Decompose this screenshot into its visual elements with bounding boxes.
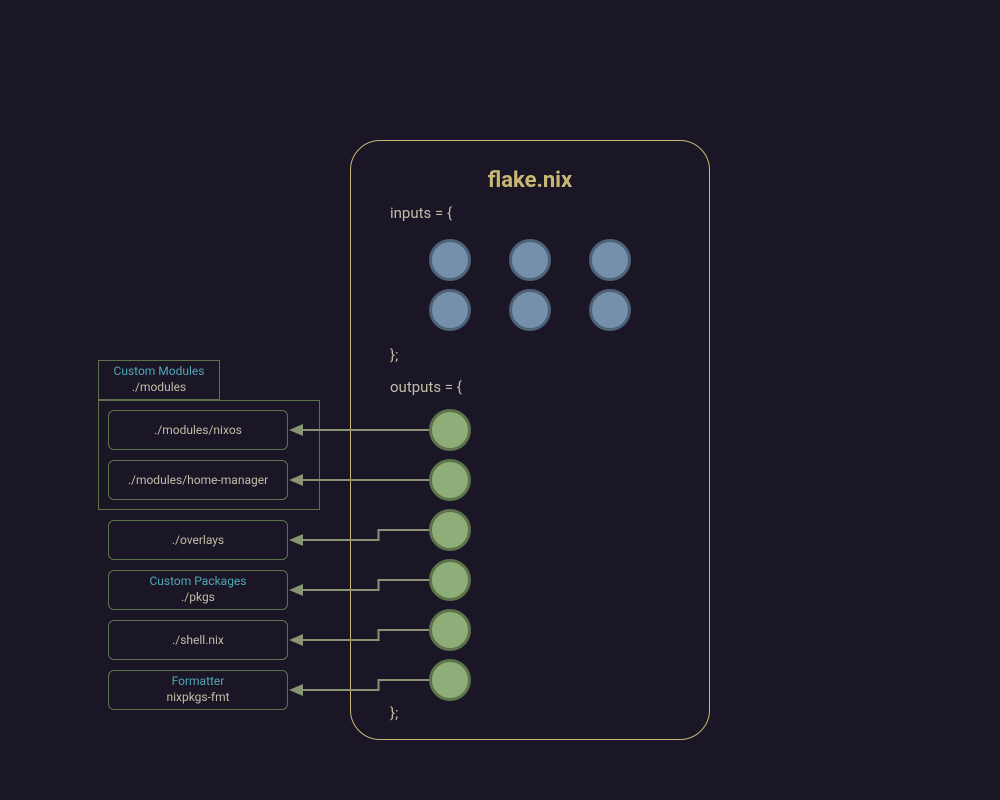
- input-node-2: [589, 239, 631, 281]
- output-node-4: [429, 609, 471, 651]
- input-node-3: [429, 289, 471, 331]
- box-formatter-title: Formatter: [172, 674, 225, 688]
- box-overlays: ./overlays: [108, 520, 288, 560]
- output-node-1: [429, 459, 471, 501]
- outputs-label: outputs = {: [390, 378, 462, 396]
- custom-modules-title: Custom Modules: [114, 364, 205, 378]
- input-node-5: [589, 289, 631, 331]
- box-modules-hm-path: ./modules/home-manager: [128, 472, 268, 489]
- output-node-0: [429, 409, 471, 451]
- box-formatter: Formatternixpkgs-fmt: [108, 670, 288, 710]
- input-node-0: [429, 239, 471, 281]
- box-shell-path: ./shell.nix: [172, 632, 224, 649]
- flake-title: flake.nix: [350, 168, 710, 193]
- box-pkgs-title: Custom Packages: [150, 574, 247, 588]
- box-modules-nixos: ./modules/nixos: [108, 410, 288, 450]
- input-node-1: [509, 239, 551, 281]
- custom-modules-tab: Custom Modules./modules: [98, 360, 220, 400]
- box-overlays-path: ./overlays: [172, 532, 224, 549]
- outputs-close: };: [390, 704, 398, 722]
- flake-box: [350, 140, 710, 740]
- box-formatter-path: nixpkgs-fmt: [166, 689, 229, 706]
- inputs-label: inputs = {: [390, 204, 452, 222]
- box-modules-hm: ./modules/home-manager: [108, 460, 288, 500]
- box-pkgs-path: ./pkgs: [181, 589, 215, 606]
- inputs-close: };: [390, 346, 398, 364]
- box-modules-nixos-path: ./modules/nixos: [154, 422, 242, 439]
- box-pkgs: Custom Packages./pkgs: [108, 570, 288, 610]
- output-node-3: [429, 559, 471, 601]
- output-node-2: [429, 509, 471, 551]
- output-node-5: [429, 659, 471, 701]
- box-shell: ./shell.nix: [108, 620, 288, 660]
- input-node-4: [509, 289, 551, 331]
- custom-modules-path: ./modules: [132, 379, 186, 396]
